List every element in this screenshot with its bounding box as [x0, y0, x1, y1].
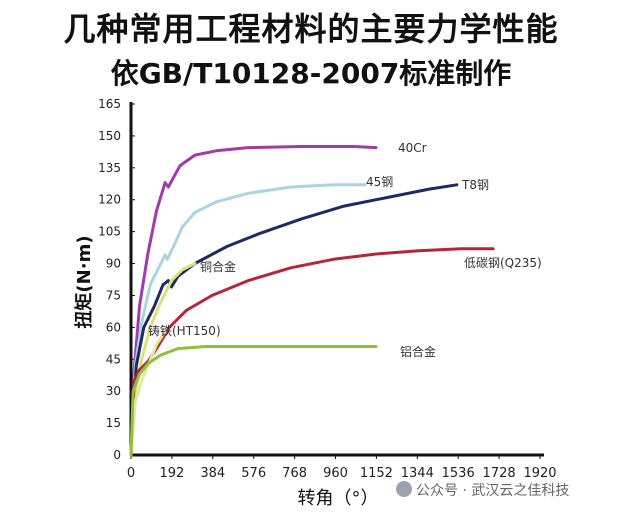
series-line: [129, 345, 378, 457]
x-tick-label: 1728: [483, 466, 516, 481]
x-tick-label: 1920: [523, 466, 556, 481]
x-tick-label: 1536: [442, 466, 475, 481]
series-label: 45钢: [366, 175, 393, 189]
chart-subtitle: 依GB/T10128-2007标准制作: [110, 57, 512, 90]
series-label: 铜合金: [200, 259, 236, 274]
x-tick-label: 192: [159, 466, 184, 481]
y-axis-label: 扭矩(N·m): [73, 235, 95, 328]
series-label: T8钢: [461, 178, 489, 192]
x-tick-label: 0: [127, 466, 135, 481]
series-line: [129, 183, 367, 457]
x-tick-label: 768: [282, 466, 307, 481]
y-tick-label: 45: [106, 352, 121, 366]
y-tick-label: 0: [113, 448, 121, 462]
x-tick-label: 576: [241, 466, 266, 481]
series-line: [129, 183, 459, 457]
y-tick-label: 75: [106, 288, 121, 302]
x-tick-label: 1344: [401, 466, 434, 481]
series-label: 低碳钢(Q235): [464, 256, 542, 270]
x-tick-label: 384: [200, 466, 225, 481]
wechat-icon: [396, 481, 412, 497]
y-tick-label: 30: [106, 384, 121, 398]
y-tick-label: 15: [106, 416, 121, 430]
series-line: [129, 330, 167, 457]
series-label: 铝合金: [400, 344, 436, 359]
chart-title: 几种常用工程材料的主要力学性能: [63, 10, 559, 48]
y-tick-label: 165: [98, 97, 121, 111]
series-line: [129, 145, 378, 457]
y-tick-label: 150: [98, 129, 121, 143]
x-tick-label: 1152: [360, 466, 393, 481]
x-axis-label: 转角（°）: [298, 488, 379, 509]
y-tick-label: 90: [106, 257, 121, 271]
y-tick-label: 120: [98, 193, 121, 207]
series-label: 铸铁(HT150): [148, 323, 221, 338]
x-tick-label: 960: [323, 466, 348, 481]
series-label: 40Cr: [398, 141, 427, 155]
watermark-text: 公众号 · 武汉云之佳科技: [416, 483, 570, 499]
watermark: 公众号 · 武汉云之佳科技: [396, 480, 569, 500]
y-tick-label: 135: [98, 161, 121, 175]
y-tick-label: 60: [106, 320, 121, 334]
series-line: [129, 247, 495, 457]
y-tick-label: 105: [98, 225, 121, 239]
